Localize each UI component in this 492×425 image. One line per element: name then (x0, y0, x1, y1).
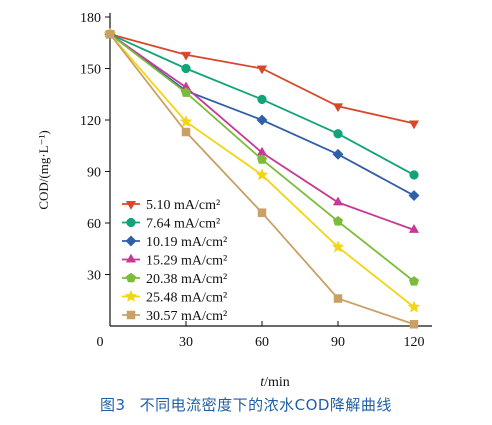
data-point (333, 294, 343, 303)
legend-entry: 15.29 mA/cm² (122, 254, 227, 269)
data-point (180, 87, 192, 97)
y-tick-label: 180 (80, 11, 101, 26)
data-point (180, 51, 192, 61)
data-point (408, 223, 420, 233)
data-point (181, 63, 191, 74)
legend-marker (125, 235, 137, 247)
x-tick-label: 90 (331, 335, 345, 350)
data-point (408, 120, 420, 130)
data-point (332, 148, 344, 160)
legend-marker (126, 310, 136, 320)
y-tick-label: 120 (80, 114, 101, 129)
y-tick-label: 60 (87, 217, 101, 232)
data-point (256, 114, 268, 126)
data-point (181, 127, 191, 137)
data-point (332, 215, 344, 226)
x-tick-label: 60 (255, 335, 269, 350)
ticks-layer: 30 60 90 120 150 180 0 30 60 90 120 (80, 11, 425, 350)
data-point (332, 103, 344, 113)
data-point (256, 146, 268, 156)
x-tick-label: 120 (404, 335, 425, 350)
data-point (409, 320, 419, 329)
axes-layer (109, 13, 432, 327)
data-point (257, 94, 267, 105)
figure-caption: 图3 不同电流密度下的浓水COD降解曲线 (0, 394, 492, 415)
series-1 (104, 31, 420, 130)
legend-label: 20.38 mA/cm² (146, 272, 227, 287)
data-point (332, 196, 344, 206)
data-point (105, 29, 115, 39)
data-point (408, 276, 420, 286)
figure-caption-text: 不同电流密度下的浓水COD降解曲线 (139, 396, 392, 414)
x-tick-label: 0 (97, 335, 104, 350)
data-point (408, 189, 420, 202)
legend-marker (125, 253, 137, 263)
series-7 (105, 29, 419, 329)
x-axis-variable: t (260, 375, 265, 390)
legend-label: 5.10 mA/cm² (146, 198, 220, 213)
legend-entry: 10.19 mA/cm² (122, 235, 227, 250)
data-point (255, 168, 269, 181)
data-point (331, 240, 345, 253)
legend-marker (126, 217, 136, 228)
series-line (109, 33, 415, 125)
series-layer (103, 27, 421, 329)
data-point (256, 154, 268, 164)
legend-marker (124, 289, 138, 302)
x-axis-unit: /min (264, 375, 290, 390)
legend-marker (125, 201, 137, 210)
data-point (257, 208, 267, 217)
x-axis-label: t/min (260, 375, 290, 390)
data-point (407, 300, 421, 313)
legend: 5.10 mA/cm² 7.64 mA/cm² 10.19 mA/cm² 15.29 … (122, 198, 227, 324)
data-point (256, 65, 268, 75)
data-point (409, 170, 419, 180)
legend-label: 25.48 mA/cm² (146, 291, 227, 306)
legend-marker (125, 272, 137, 283)
figure-number: 图3 (100, 396, 126, 414)
y-tick-label: 150 (80, 63, 101, 78)
x-tick-label: 30 (179, 335, 193, 350)
data-point (333, 129, 343, 139)
legend-label: 30.57 mA/cm² (146, 309, 227, 324)
y-tick-label: 90 (87, 166, 101, 181)
legend-entry: 7.64 mA/cm² (122, 217, 220, 232)
legend-label: 10.19 mA/cm² (146, 235, 227, 250)
legend-entry: 5.10 mA/cm² (122, 198, 220, 213)
legend-label: 15.29 mA/cm² (146, 254, 227, 269)
legend-entry: 20.38 mA/cm² (122, 272, 227, 287)
legend-entry: 30.57 mA/cm² (122, 309, 227, 324)
y-tick-label: 30 (87, 269, 101, 284)
y-axis-label: COD/(mg·L⁻¹) (36, 130, 51, 209)
legend-entry: 25.48 mA/cm² (122, 289, 227, 306)
data-point (179, 115, 193, 128)
legend-label: 7.64 mA/cm² (146, 217, 220, 232)
